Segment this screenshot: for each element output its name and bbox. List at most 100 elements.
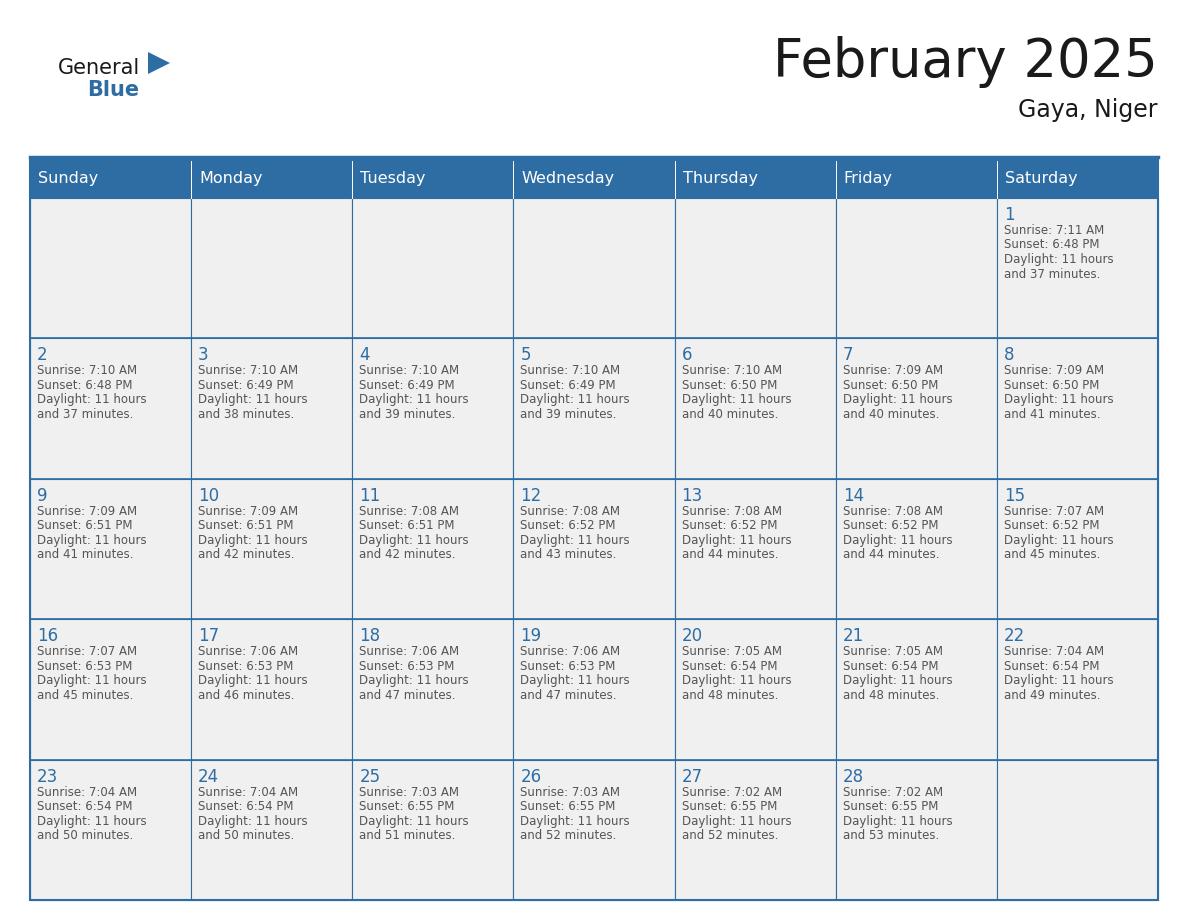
Text: Sunset: 6:52 PM: Sunset: 6:52 PM [682,520,777,532]
Bar [30,620,191,759]
Text: 28: 28 [842,767,864,786]
Text: 7: 7 [842,346,853,364]
Bar [675,759,835,900]
Text: and 37 minutes.: and 37 minutes. [1004,267,1100,281]
Bar [353,339,513,479]
Text: Saturday: Saturday [1005,172,1078,186]
Bar [675,620,835,759]
Bar [30,198,191,339]
Text: Sunrise: 7:04 AM: Sunrise: 7:04 AM [37,786,137,799]
Text: Sunrise: 7:09 AM: Sunrise: 7:09 AM [842,364,943,377]
Text: Sunset: 6:55 PM: Sunset: 6:55 PM [682,800,777,813]
Text: Daylight: 11 hours: Daylight: 11 hours [1004,533,1113,547]
Text: Daylight: 11 hours: Daylight: 11 hours [1004,674,1113,688]
Bar [191,479,353,620]
Text: Sunset: 6:53 PM: Sunset: 6:53 PM [359,660,455,673]
Text: 19: 19 [520,627,542,645]
Text: and 51 minutes.: and 51 minutes. [359,829,456,842]
Text: Sunset: 6:50 PM: Sunset: 6:50 PM [682,379,777,392]
Text: 15: 15 [1004,487,1025,505]
Text: Sunset: 6:52 PM: Sunset: 6:52 PM [1004,520,1099,532]
Text: Blue: Blue [87,80,139,100]
Text: Sunrise: 7:10 AM: Sunrise: 7:10 AM [520,364,620,377]
Text: 18: 18 [359,627,380,645]
Text: Sunset: 6:53 PM: Sunset: 6:53 PM [520,660,615,673]
Text: 3: 3 [198,346,209,364]
Bar [30,479,191,620]
Bar [513,160,675,198]
Bar [835,759,997,900]
Text: Sunrise: 7:04 AM: Sunrise: 7:04 AM [198,786,298,799]
Text: Sunrise: 7:09 AM: Sunrise: 7:09 AM [198,505,298,518]
Text: Wednesday: Wednesday [522,172,614,186]
Text: Daylight: 11 hours: Daylight: 11 hours [520,533,630,547]
Text: and 49 minutes.: and 49 minutes. [1004,688,1100,701]
Text: Sunrise: 7:02 AM: Sunrise: 7:02 AM [682,786,782,799]
Text: Sunrise: 7:11 AM: Sunrise: 7:11 AM [1004,224,1104,237]
Text: and 39 minutes.: and 39 minutes. [520,408,617,420]
Bar [675,198,835,339]
Bar [997,479,1158,620]
Text: Sunset: 6:51 PM: Sunset: 6:51 PM [359,520,455,532]
Text: and 48 minutes.: and 48 minutes. [842,688,939,701]
Bar [513,759,675,900]
Text: Daylight: 11 hours: Daylight: 11 hours [359,533,469,547]
Text: 5: 5 [520,346,531,364]
Text: Daylight: 11 hours: Daylight: 11 hours [1004,253,1113,266]
Text: Sunset: 6:52 PM: Sunset: 6:52 PM [842,520,939,532]
Text: and 42 minutes.: and 42 minutes. [359,548,456,561]
Bar [353,479,513,620]
Text: Daylight: 11 hours: Daylight: 11 hours [682,814,791,828]
Text: Daylight: 11 hours: Daylight: 11 hours [359,674,469,688]
Text: Sunrise: 7:08 AM: Sunrise: 7:08 AM [520,505,620,518]
Text: 9: 9 [37,487,48,505]
Text: 17: 17 [198,627,220,645]
Text: Sunset: 6:50 PM: Sunset: 6:50 PM [842,379,939,392]
Text: Daylight: 11 hours: Daylight: 11 hours [198,533,308,547]
Text: and 50 minutes.: and 50 minutes. [198,829,295,842]
Text: and 40 minutes.: and 40 minutes. [842,408,939,420]
Text: Sunrise: 7:09 AM: Sunrise: 7:09 AM [1004,364,1104,377]
Text: Daylight: 11 hours: Daylight: 11 hours [520,814,630,828]
Text: Sunset: 6:52 PM: Sunset: 6:52 PM [520,520,615,532]
Bar [997,620,1158,759]
Text: and 45 minutes.: and 45 minutes. [1004,548,1100,561]
Bar [835,479,997,620]
Text: and 45 minutes.: and 45 minutes. [37,688,133,701]
Text: Sunset: 6:54 PM: Sunset: 6:54 PM [1004,660,1099,673]
Text: Sunset: 6:48 PM: Sunset: 6:48 PM [37,379,133,392]
Text: 2: 2 [37,346,48,364]
Text: Sunrise: 7:08 AM: Sunrise: 7:08 AM [842,505,943,518]
Text: and 41 minutes.: and 41 minutes. [37,548,133,561]
Text: 21: 21 [842,627,864,645]
Bar [191,759,353,900]
Bar [513,339,675,479]
Text: and 38 minutes.: and 38 minutes. [198,408,295,420]
Text: and 50 minutes.: and 50 minutes. [37,829,133,842]
Text: Sunset: 6:49 PM: Sunset: 6:49 PM [198,379,293,392]
Text: Daylight: 11 hours: Daylight: 11 hours [520,394,630,407]
Text: Daylight: 11 hours: Daylight: 11 hours [842,533,953,547]
Text: Friday: Friday [843,172,892,186]
Text: Sunrise: 7:06 AM: Sunrise: 7:06 AM [198,645,298,658]
Text: Daylight: 11 hours: Daylight: 11 hours [37,533,146,547]
Text: 27: 27 [682,767,702,786]
Text: Daylight: 11 hours: Daylight: 11 hours [37,814,146,828]
Text: Daylight: 11 hours: Daylight: 11 hours [359,394,469,407]
Text: and 39 minutes.: and 39 minutes. [359,408,456,420]
Text: Sunset: 6:50 PM: Sunset: 6:50 PM [1004,379,1099,392]
Text: Sunset: 6:54 PM: Sunset: 6:54 PM [198,800,293,813]
Text: and 41 minutes.: and 41 minutes. [1004,408,1100,420]
Text: 14: 14 [842,487,864,505]
Text: 10: 10 [198,487,220,505]
Bar [191,160,353,198]
Text: Daylight: 11 hours: Daylight: 11 hours [682,394,791,407]
Bar [675,479,835,620]
Text: Sunday: Sunday [38,172,99,186]
Text: Sunrise: 7:07 AM: Sunrise: 7:07 AM [1004,505,1104,518]
Bar [997,339,1158,479]
Text: Daylight: 11 hours: Daylight: 11 hours [520,674,630,688]
Text: Daylight: 11 hours: Daylight: 11 hours [842,814,953,828]
Bar [835,160,997,198]
Text: Sunrise: 7:10 AM: Sunrise: 7:10 AM [682,364,782,377]
